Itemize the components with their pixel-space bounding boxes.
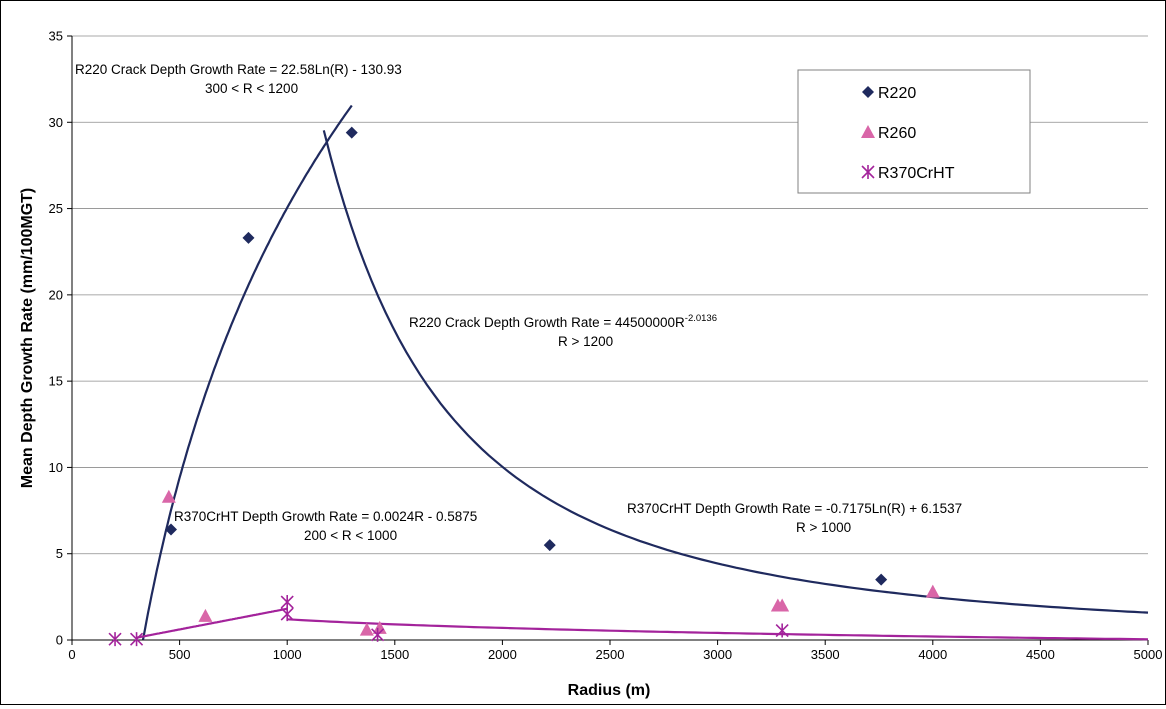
data-point-r260-1: [198, 608, 213, 622]
y-tick-label-20: 20: [49, 287, 63, 302]
legend-box: [797, 69, 1031, 194]
annotation-r220-log-range: 300 < R < 1200: [205, 81, 298, 96]
data-point-r260-3: [372, 620, 387, 634]
annotation-r370-linear-equation: R370CrHT Depth Growth Rate = 0.0024R - 0…: [174, 509, 477, 524]
data-point-r260-2: [359, 622, 374, 636]
data-point-r260-5: [775, 598, 790, 612]
gridlines: [72, 35, 1148, 555]
data-point-r220-2: [345, 126, 358, 139]
data-point-r370crht-2: [280, 595, 294, 610]
data-point-r220-1: [242, 231, 255, 244]
trendline-r370crht-2: [136, 607, 288, 639]
y-axis-title: Mean Depth Growth Rate (mm/100MGT): [19, 188, 36, 488]
x-tick-label-0: 0: [68, 647, 75, 662]
data-point-r220-0: [164, 523, 177, 536]
data-point-r370crht-1: [129, 632, 144, 647]
data-point-r370crht-4: [371, 627, 385, 642]
y-tick-label-0: 0: [56, 633, 63, 648]
annotation-r220-power-range: R > 1200: [558, 334, 613, 349]
annotation-r370-log-range: R > 1000: [796, 520, 851, 535]
axes: [67, 35, 1149, 645]
x-axis-title: Radius (m): [568, 682, 651, 699]
data-point-r260-0: [161, 489, 176, 503]
y-tick-label-35: 35: [49, 29, 63, 44]
legend-item-r220: R220: [862, 85, 916, 102]
trendline-r220-1: [322, 130, 1149, 614]
tick-labels: 0 5 10 15 20 25 30 35 0 500 1000 1500 2000 2500 3000 35…: [49, 29, 1163, 663]
legend-item-r370crht: R370CrHT: [861, 165, 955, 182]
annotation-r220-power-exponent: -2.0136: [685, 313, 717, 324]
x-tick-label-500: 500: [169, 647, 191, 662]
annotation-r220-log-equation: R220 Crack Depth Growth Rate = 22.58Ln(R…: [75, 62, 402, 77]
legend-label-r370crht: R370CrHT: [878, 165, 955, 182]
y-tick-label-10: 10: [49, 460, 63, 475]
x-tick-label-4000: 4000: [918, 647, 947, 662]
annotation-r370-log-equation: R370CrHT Depth Growth Rate = -0.7175Ln(R…: [627, 501, 962, 516]
annotation-r370-linear-range: 200 < R < 1000: [304, 528, 397, 543]
x-tick-label-1000: 1000: [273, 647, 302, 662]
x-tick-label-2000: 2000: [488, 647, 517, 662]
data-point-r220-3: [543, 539, 556, 552]
data-point-r260-6: [925, 584, 940, 598]
x-tick-label-2500: 2500: [596, 647, 625, 662]
legend-marker-diamond: [862, 86, 874, 98]
trendline-r370crht-3: [287, 618, 1149, 641]
y-tick-label-25: 25: [49, 201, 63, 216]
data-point-r220-4: [875, 573, 888, 586]
trendlines: [136, 104, 1149, 641]
trendline-r220-0: [141, 104, 353, 641]
x-tick-label-3000: 3000: [703, 647, 732, 662]
x-tick-label-3500: 3500: [811, 647, 840, 662]
y-tick-label-5: 5: [56, 546, 63, 561]
legend-label-r260: R260: [878, 125, 916, 142]
y-tick-label-30: 30: [49, 115, 63, 130]
x-tick-label-1500: 1500: [380, 647, 409, 662]
data-point-r370crht-5: [775, 623, 789, 638]
legend-marker-asterisk: [861, 165, 875, 179]
legend-label-r220: R220: [878, 85, 916, 102]
y-tick-label-15: 15: [49, 374, 63, 389]
x-tick-label-4500: 4500: [1026, 647, 1055, 662]
data-point-r370crht-3: [280, 607, 294, 622]
annotation-r220-power-equation: R220 Crack Depth Growth Rate = 44500000R…: [409, 313, 717, 330]
x-tick-label-5000: 5000: [1134, 647, 1163, 662]
annotation-r220-power-equation-main: R220 Crack Depth Growth Rate = 44500000R: [409, 315, 685, 330]
data-points: [108, 126, 940, 647]
data-point-r370crht-0: [108, 632, 122, 647]
legend: R220 R260 R370CrHT: [797, 69, 1031, 194]
legend-marker-triangle: [861, 125, 875, 138]
legend-item-r260: R260: [861, 125, 916, 142]
